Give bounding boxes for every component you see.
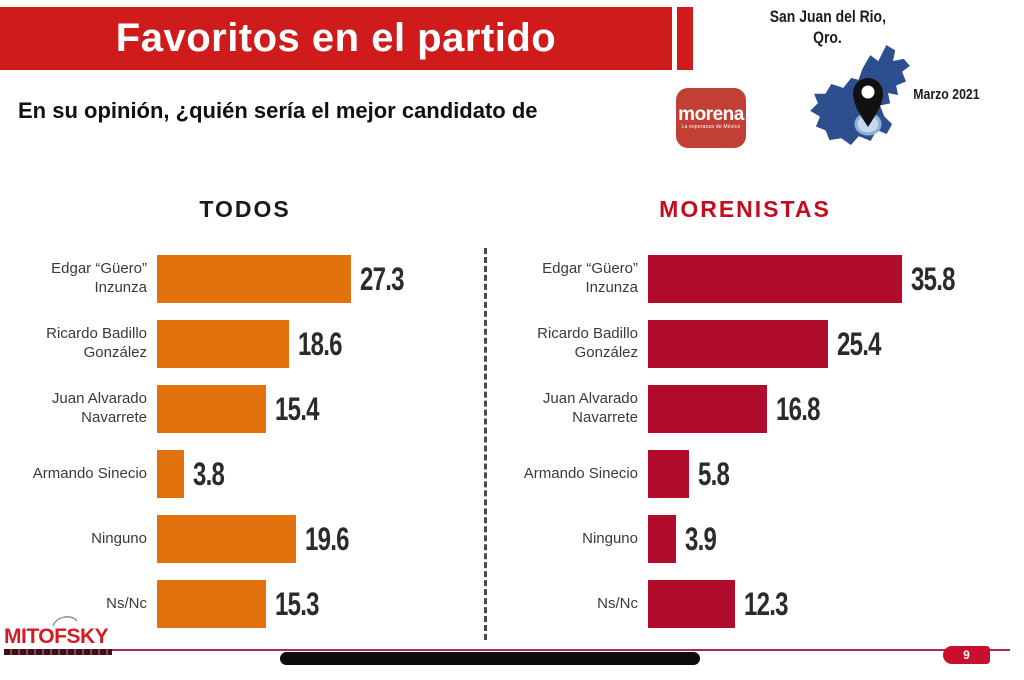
chart-panel-morenistas: MORENISTAS Edgar “Güero” Inzunza 35.8 Rica… <box>490 196 1014 645</box>
category-label: Ninguno <box>582 529 638 547</box>
value-label: 35.8 <box>911 260 955 297</box>
morena-logo-word: morena <box>678 104 744 125</box>
state-map <box>800 32 940 157</box>
chart-panel-todos: TODOS Edgar “Güero” Inzunza 27.3 Ricardo B… <box>10 196 480 645</box>
bar <box>648 580 736 628</box>
title-banner: Favoritos en el partido <box>0 7 672 70</box>
chart-row: Ricardo Badillo González 18.6 <box>10 320 480 368</box>
mitofsky-logo: MITOFSKY <box>4 616 184 655</box>
category-label: Ricardo Badillo González <box>537 325 638 361</box>
mitofsky-swirl-icon <box>52 616 78 627</box>
category-label: Ns/Nc <box>597 594 638 612</box>
page-title: Favoritos en el partido <box>115 16 557 60</box>
survey-question: En su opinión, ¿quién sería el mejor can… <box>18 98 538 123</box>
bar <box>648 385 768 433</box>
bar <box>157 450 184 498</box>
chart-divider <box>484 248 487 640</box>
value-label: 19.6 <box>305 520 349 557</box>
bar <box>157 320 290 368</box>
chart-row: Armando Sinecio 5.8 <box>490 450 1014 498</box>
chart-row: Ns/Nc 12.3 <box>490 580 1014 628</box>
category-label: Armando Sinecio <box>32 464 147 482</box>
value-label: 5.8 <box>698 455 730 492</box>
category-label: Juan Alvarado Navarrete <box>51 390 147 426</box>
chart-row: Juan Alvarado Navarrete 16.8 <box>490 385 1014 433</box>
chart-rows: Edgar “Güero” Inzunza 35.8 Ricardo Badillo… <box>490 255 1014 628</box>
bar <box>648 450 690 498</box>
value-label: 3.8 <box>192 455 225 492</box>
chart-title: MORENISTAS <box>659 196 831 222</box>
mitofsky-tagline-strip <box>4 649 112 655</box>
location-label: San Juan del Rio, Qro. <box>769 7 886 47</box>
chart-rows: Edgar “Güero” Inzunza 27.3 Ricardo Badillo… <box>10 255 480 628</box>
mitofsky-wordmark: MITOFSKY <box>4 625 109 648</box>
value-label: 15.4 <box>275 390 320 427</box>
category-label: Ns/Nc <box>106 594 147 612</box>
value-label: 15.3 <box>274 585 319 622</box>
bar <box>648 515 676 563</box>
morena-logo: morena La esperanza de México <box>676 88 746 148</box>
location-pin-icon <box>853 78 883 127</box>
value-label: 3.9 <box>684 520 717 557</box>
bar <box>648 320 829 368</box>
chart-row: Edgar “Güero” Inzunza 35.8 <box>490 255 1014 303</box>
chart-row: Edgar “Güero” Inzunza 27.3 <box>10 255 480 303</box>
chart-row: Juan Alvarado Navarrete 15.4 <box>10 385 480 433</box>
chart-row: Ninguno 3.9 <box>490 515 1014 563</box>
category-label: Juan Alvarado Navarrete <box>542 390 638 426</box>
chart-row: Armando Sinecio 3.8 <box>10 450 480 498</box>
title-banner-accent <box>677 7 693 70</box>
page-number-badge: 9 <box>943 646 990 664</box>
bar <box>157 255 351 303</box>
footer-rule <box>86 649 1010 651</box>
category-label: Ninguno <box>91 529 147 547</box>
chart-row: Ricardo Badillo González 25.4 <box>490 320 1014 368</box>
category-label: Edgar “Güero” Inzunza <box>542 260 638 296</box>
morena-logo-tagline: La esperanza de México <box>681 124 741 130</box>
value-label: 16.8 <box>776 390 820 427</box>
bar <box>157 580 266 628</box>
category-label: Edgar “Güero” Inzunza <box>51 260 147 296</box>
category-label: Ricardo Badillo González <box>46 325 147 361</box>
bar <box>157 385 267 433</box>
bar <box>648 255 903 303</box>
value-label: 18.6 <box>298 325 342 362</box>
chart-title: TODOS <box>199 196 291 222</box>
footer-black-bar <box>280 652 700 665</box>
value-label: 27.3 <box>359 260 404 297</box>
value-label: 25.4 <box>837 325 882 362</box>
chart-row: Ns/Nc 15.3 <box>10 580 480 628</box>
bar <box>157 515 297 563</box>
chart-row: Ninguno 19.6 <box>10 515 480 563</box>
value-label: 12.3 <box>744 585 789 622</box>
date-label: Marzo 2021 <box>912 86 980 103</box>
category-label: Armando Sinecio <box>523 464 638 482</box>
